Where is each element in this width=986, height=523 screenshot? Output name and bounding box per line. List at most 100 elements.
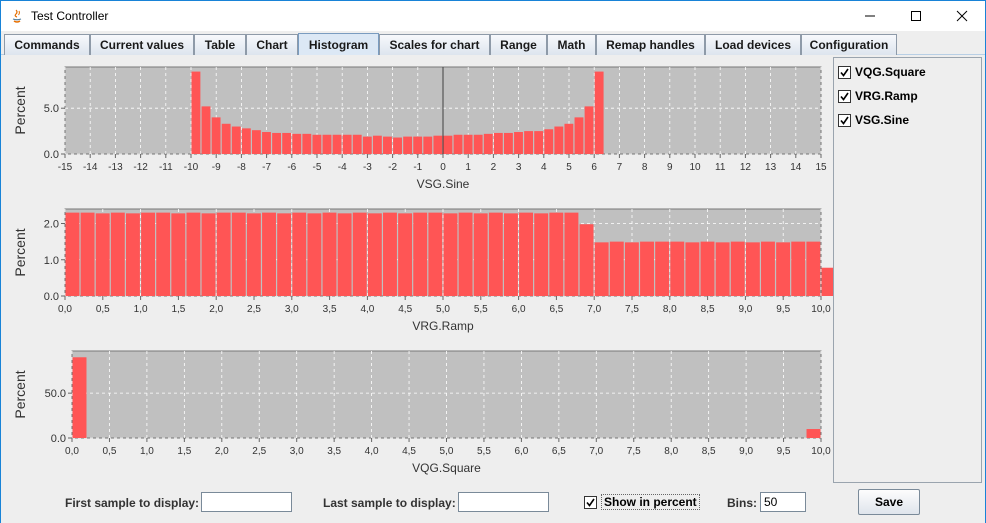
tab-chart[interactable]: Chart [246,34,298,55]
last-sample-label: Last sample to display: [323,496,456,510]
histogram-bar [191,71,201,154]
minimize-icon [865,15,875,17]
histogram-bar [292,133,302,154]
histogram-bar [383,136,392,154]
histogram-bar [262,132,271,154]
x-tick-label: 13 [765,162,777,173]
x-tick-label: 9,0 [738,304,752,315]
histogram-bar [403,136,413,154]
series-legend: VQG.Square VRG.Ramp VSG.Sine [833,57,982,483]
tab-load-devices[interactable]: Load devices [705,34,801,55]
tab-configuration[interactable]: Configuration [801,34,897,55]
histogram-bar [609,241,624,296]
histogram-bar [322,212,337,296]
x-tick-label: 7,0 [587,304,601,315]
histogram-bar [110,212,125,296]
legend-item-vqg-square[interactable]: VQG.Square [838,64,926,80]
x-tick-label: 3 [516,162,522,173]
histogram-bar [564,123,574,154]
y-tick-label: 1.0 [44,255,59,267]
x-tick-label: 12 [740,162,752,173]
histogram-bar [423,136,433,154]
x-tick-label: 1,5 [177,446,191,457]
legend-checkbox[interactable] [838,113,851,127]
x-tick-label: -9 [212,162,221,173]
histogram-bar [211,117,221,154]
histogram-bar [80,212,95,296]
tab-label: Remap handles [606,38,695,52]
tab-scales-for-chart[interactable]: Scales for chart [379,34,490,55]
check-icon [840,68,849,77]
close-button[interactable] [939,1,985,31]
legend-item-vsg-sine[interactable]: VSG.Sine [838,112,909,128]
x-tick-label: 6 [591,162,597,173]
tab-current-values[interactable]: Current values [90,34,194,55]
x-tick-label: 3,5 [323,304,337,315]
x-tick-label: 9,5 [777,446,791,457]
histogram-bar [362,136,372,154]
tab-range[interactable]: Range [490,34,547,55]
y-tick-label: 0.0 [44,291,59,303]
histogram-bar [493,132,503,154]
histogram-bar [544,129,554,154]
last-sample-input[interactable] [458,492,549,512]
histogram-bar [463,134,473,154]
check-icon [840,116,849,125]
y-tick-label: 0.0 [51,433,66,445]
tab-label: Load devices [714,38,792,52]
histogram-bar [594,242,609,296]
x-axis-label: VQG.Square [412,461,481,475]
histogram-bar [554,126,564,154]
y-axis-label: Percent [12,86,28,134]
x-tick-label: 8,5 [701,304,715,315]
tab-math[interactable]: Math [547,34,596,55]
tab-table[interactable]: Table [194,34,246,55]
histogram-bar [186,212,201,296]
tab-commands[interactable]: Commands [4,34,90,55]
tab-remap-handles[interactable]: Remap handles [596,34,705,55]
show-percent-box[interactable] [584,495,597,509]
tab-label: Configuration [809,38,889,52]
x-tick-label: 10,0 [811,446,831,457]
show-in-percent-checkbox[interactable]: Show in percent [584,494,700,510]
x-tick-label: 11 [715,162,726,173]
histogram-bar [473,134,483,154]
save-button[interactable]: Save [858,489,920,515]
x-tick-label: 5,5 [477,446,491,457]
minimize-button[interactable] [847,1,893,31]
histogram-bar [342,134,352,154]
x-tick-label: 7 [617,162,623,173]
histogram-bar [95,213,110,296]
histogram-bar [534,213,549,296]
histogram-bar [72,357,87,438]
legend-item-vrg-ramp[interactable]: VRG.Ramp [838,88,918,104]
x-tick-label: 2,0 [215,446,229,457]
histogram-bar [246,213,261,296]
maximize-button[interactable] [893,1,939,31]
x-tick-label: 4,5 [398,304,412,315]
histogram-bar [156,212,171,296]
histogram-bar [483,133,493,154]
x-tick-label: 1,5 [171,304,185,315]
x-tick-label: -11 [159,162,173,173]
x-tick-label: 4,5 [402,446,416,457]
tab-label: Scales for chart [389,38,480,52]
legend-checkbox[interactable] [838,89,851,103]
x-tick-label: 4,0 [365,446,379,457]
histogram-bar [277,213,292,296]
first-sample-input[interactable] [201,492,292,512]
x-tick-label: 8,0 [663,304,677,315]
java-app-icon [9,8,25,24]
tab-bar: Commands Current values Table Chart Hist… [1,31,985,56]
histogram-bar [241,128,251,154]
tab-histogram[interactable]: Histogram [298,33,379,56]
bins-input[interactable] [760,492,806,512]
histogram-bar [65,212,80,296]
x-tick-label: -2 [388,162,397,173]
histogram-bar [534,131,544,154]
title-bar[interactable]: Test Controller [1,1,985,31]
legend-checkbox[interactable] [838,65,851,79]
show-percent-label: Show in percent [601,494,700,510]
y-tick-label: 2.0 [44,219,59,231]
x-tick-label: 5,0 [436,304,450,315]
